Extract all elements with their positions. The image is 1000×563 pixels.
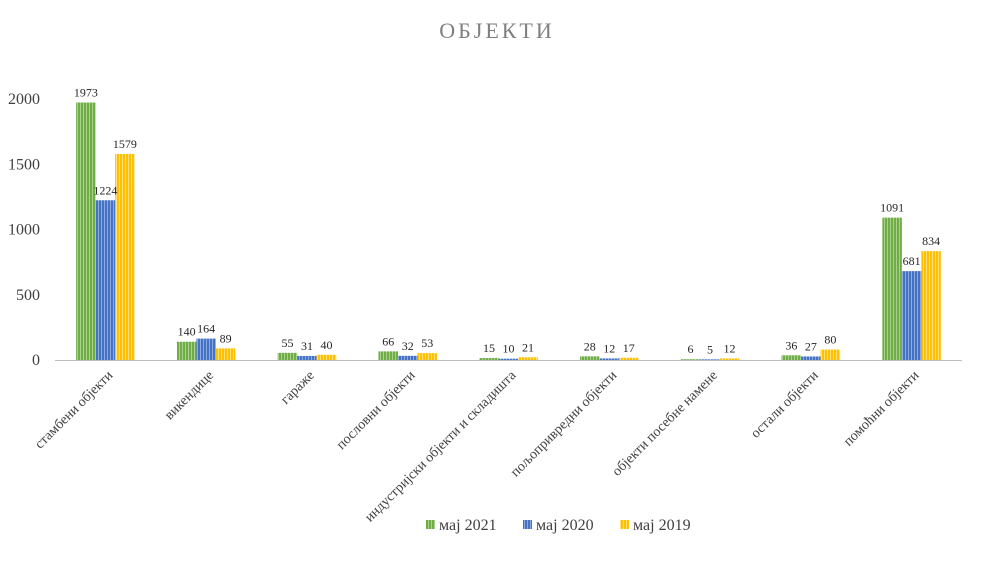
data-label: 681: [903, 254, 921, 268]
legend-entry: мај 2020: [536, 517, 594, 534]
bar: [297, 355, 317, 360]
bar: [176, 341, 197, 360]
y-tick-label: 0: [32, 352, 40, 369]
bar: [700, 359, 720, 360]
bar: [599, 358, 620, 360]
data-label: 10: [503, 342, 515, 356]
data-label: 17: [623, 341, 635, 355]
data-label: 834: [922, 234, 940, 248]
legend-entry: мај 2021: [439, 517, 497, 534]
bar: [781, 355, 802, 360]
data-label: 40: [320, 338, 332, 352]
data-label: 28: [584, 339, 596, 353]
bar: [378, 351, 398, 360]
bar: [801, 356, 821, 360]
bar: [921, 251, 941, 360]
chart-title: ОБЈЕКТИ: [439, 18, 555, 43]
bar: [498, 358, 519, 360]
data-label: 12: [724, 341, 736, 355]
category-label: пословни објекти: [334, 368, 419, 453]
data-label: 1973: [74, 86, 98, 100]
category-label: објекти посебне намене: [610, 368, 721, 479]
bar: [518, 357, 538, 360]
y-tick-label: 1500: [8, 156, 40, 173]
category-label: стамбени објекти: [32, 368, 116, 452]
legend: мај 2021 мај 2020 мај 2019: [426, 517, 691, 534]
legend-swatch: [523, 520, 532, 529]
bar: [417, 353, 437, 360]
data-labels-group: 1973 1224 1579 140 164 89 55 31 40 66 32 53 15 10 21 28…: [74, 86, 940, 357]
data-label: 1579: [113, 137, 137, 151]
bar: [479, 358, 499, 360]
y-tick-label: 500: [16, 287, 40, 304]
bar: [680, 359, 701, 360]
legend-entry: мај 2019: [633, 517, 691, 534]
y-tick-label: 1000: [8, 222, 40, 239]
data-label: 1224: [93, 183, 117, 197]
category-label: викендице: [162, 368, 217, 423]
category-label: пољопривредни објекти: [508, 368, 620, 480]
data-label: 31: [301, 339, 313, 353]
category-labels-group: стамбени објекти викендице гараже пословни …: [32, 368, 922, 526]
bar: [619, 357, 639, 360]
category-label: гараже: [278, 368, 318, 408]
data-label: 53: [421, 336, 433, 350]
bar: [719, 358, 740, 360]
data-label: 5: [707, 342, 713, 356]
bars-group: [76, 102, 941, 360]
bar: [820, 349, 841, 360]
data-label: 12: [603, 341, 615, 355]
data-label: 80: [824, 333, 836, 347]
category-label: остали објекти: [748, 368, 822, 442]
data-label: 32: [402, 339, 414, 353]
axes: 0 500 1000 1500 2000: [8, 91, 962, 369]
data-label: 36: [785, 338, 797, 352]
bar: [115, 153, 135, 360]
data-label: 6: [688, 342, 694, 356]
bar: [316, 354, 337, 360]
data-label: 21: [522, 340, 534, 354]
data-label: 1091: [880, 201, 904, 215]
data-label: 66: [382, 334, 394, 348]
bar: [95, 200, 116, 360]
bar: [882, 217, 902, 360]
category-label: помоћни објекти: [841, 368, 923, 450]
bar: [580, 356, 600, 360]
data-label: 89: [220, 331, 232, 345]
bar: [215, 348, 236, 360]
data-label: 164: [197, 322, 215, 336]
bar: [277, 352, 298, 360]
data-label: 140: [178, 325, 196, 339]
data-label: 15: [483, 341, 495, 355]
data-label: 55: [281, 336, 293, 350]
bar: [76, 102, 96, 360]
bar: [196, 338, 216, 360]
data-label: 27: [805, 339, 817, 353]
y-tick-label: 2000: [8, 91, 40, 108]
bar: [901, 271, 922, 360]
legend-swatch: [620, 520, 629, 529]
legend-swatch: [426, 520, 435, 529]
bar: [397, 355, 418, 360]
